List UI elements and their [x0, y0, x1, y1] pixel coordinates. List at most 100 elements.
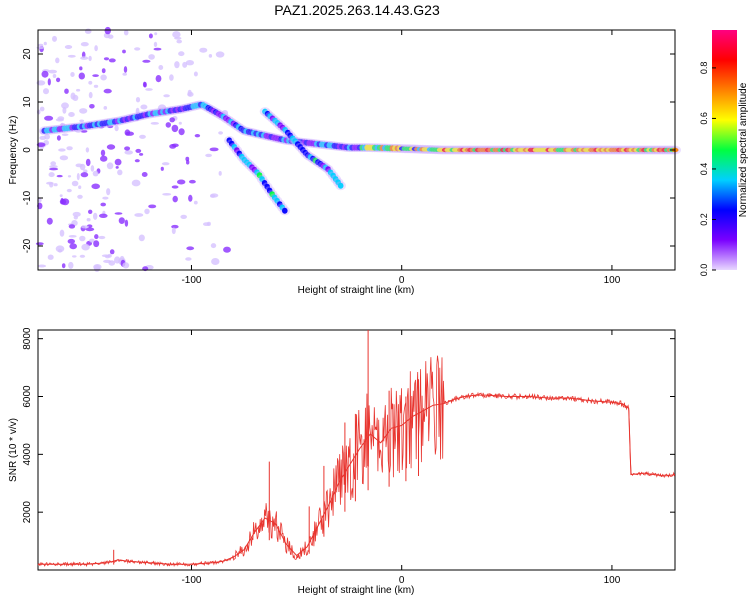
spectrogram-speckle: [89, 104, 95, 109]
spectrogram-speckle: [77, 194, 83, 199]
spectrogram-speckle: [176, 39, 182, 44]
spectrogram-marks: [35, 26, 681, 272]
spectrogram-speckle: [114, 256, 121, 264]
spectrogram-speckle: [155, 75, 162, 83]
spectrogram-x-tick-label: -100: [181, 275, 201, 286]
spectrogram-speckle: [93, 212, 98, 220]
spectrogram-speckle: [58, 249, 62, 253]
spectrogram-speckle: [148, 204, 157, 209]
spectrogram-speckle: [72, 255, 77, 258]
spectrogram-speckle: [71, 180, 79, 187]
spectrogram-speckle: [68, 112, 75, 117]
spectrogram-speckle: [38, 43, 44, 47]
spectrogram-speckle: [114, 125, 119, 132]
spectrogram-speckle: [124, 150, 133, 155]
spectrogram-y-tick-label: 10: [22, 96, 33, 108]
spectrogram-speckle: [49, 165, 58, 169]
spectrogram-speckle: [94, 234, 99, 240]
spectrogram-speckle: [98, 235, 106, 240]
spectrogram-speckle: [81, 225, 89, 229]
colorbar-tick-label: 0.0: [699, 264, 709, 277]
spectrogram-speckle: [124, 146, 131, 151]
snr-x-ticks: -100 0 100: [181, 330, 621, 586]
spectrogram-speckle: [61, 102, 69, 109]
spectrogram-x-axis-label: Height of straight line (km): [298, 285, 415, 296]
spectrogram-speckle: [223, 246, 231, 253]
spectrogram-speckle: [180, 214, 187, 219]
ridge-cell: [282, 207, 288, 214]
spectrogram-speckle: [67, 175, 72, 178]
spectrogram-speckle: [108, 260, 116, 266]
spectrogram-speckle: [64, 45, 73, 49]
spectrogram-speckle: [189, 179, 196, 184]
snr-x-tick-label: 100: [604, 575, 621, 586]
spectrogram-speckle: [148, 33, 153, 39]
spectrogram-speckle: [56, 77, 61, 83]
spectrogram-x-tick-label: 100: [604, 275, 621, 286]
spectrogram-speckle: [153, 47, 162, 51]
spectrogram-y-axis-label: Frequency (Hz): [8, 116, 19, 185]
colorbar-tick-label: 0.4: [699, 163, 709, 176]
spectrogram-speckle: [79, 108, 88, 114]
spectrogram-speckle: [107, 125, 114, 129]
spectrogram-speckle: [61, 263, 66, 269]
spectrogram-speckle: [178, 128, 185, 136]
spectrogram-speckle: [114, 212, 123, 215]
spectrogram-speckle: [79, 235, 86, 242]
spectrogram-speckle: [158, 65, 164, 70]
spectrogram-speckle: [106, 162, 114, 170]
spectrogram-speckle: [78, 72, 86, 80]
snr-x-axis-label: Height of straight line (km): [298, 585, 415, 596]
spectrogram-speckle: [66, 188, 72, 193]
spectrogram-speckle: [143, 81, 147, 88]
spectrogram-speckle: [100, 155, 108, 162]
spectrogram-speckle: [154, 32, 158, 36]
spectrogram-speckle: [37, 264, 47, 268]
spectrogram-speckle: [174, 36, 182, 40]
spectrogram-speckle: [194, 134, 201, 138]
spectrogram-speckle: [48, 69, 57, 74]
spectrogram-speckle: [109, 249, 115, 255]
spectrogram-speckle: [80, 56, 89, 60]
spectrogram-speckle: [188, 194, 193, 202]
spectrogram-speckle: [148, 54, 155, 60]
spectrogram-speckle: [62, 107, 67, 114]
spectrogram-speckle: [186, 160, 190, 165]
spectrogram-speckle: [46, 217, 53, 225]
spectrogram-speckle: [108, 58, 116, 63]
spectrogram-speckle: [134, 213, 144, 217]
spectrogram-speckle: [41, 70, 49, 78]
spectrogram-speckle: [79, 66, 83, 71]
spectrogram-speckle: [124, 219, 129, 227]
spectrogram-speckle: [68, 224, 76, 229]
spectrogram-speckle: [171, 185, 179, 189]
spectrogram-speckle: [36, 109, 41, 115]
spectrogram-speckle: [171, 227, 176, 235]
spectrogram-speckle: [55, 245, 65, 253]
spectrogram-speckle: [139, 134, 146, 139]
spectrogram-speckle: [160, 166, 164, 171]
spectrogram-speckle: [193, 200, 198, 205]
spectrogram-speckle: [67, 238, 76, 244]
spectrogram-speckle: [150, 122, 159, 125]
spectrogram-speckle: [142, 59, 151, 63]
spectrogram-speckle: [199, 47, 208, 53]
spectrogram-speckle: [172, 31, 181, 38]
spectrogram-speckle: [47, 254, 54, 260]
spectrogram-x-ticks: -100 0 100: [181, 30, 621, 286]
spectrogram-speckle: [101, 68, 106, 74]
spectrogram-speckle: [138, 234, 145, 242]
spectrogram-speckle: [85, 158, 91, 167]
spectrogram-speckle: [80, 130, 88, 133]
spectrogram-speckle: [140, 104, 148, 110]
spectrogram-speckle: [100, 74, 107, 81]
snr-y-tick-label: 6000: [22, 385, 33, 408]
spectrogram-speckle: [122, 49, 126, 54]
spectrogram-speckle: [103, 57, 110, 61]
spectrogram-speckle: [135, 97, 141, 103]
spectrogram-speckle: [92, 74, 99, 77]
spectrogram-speckle: [72, 94, 79, 101]
spectrogram-speckle: [79, 254, 86, 258]
spectrogram-speckle: [67, 54, 76, 58]
spectrogram-y-tick-label: 0: [22, 147, 33, 153]
